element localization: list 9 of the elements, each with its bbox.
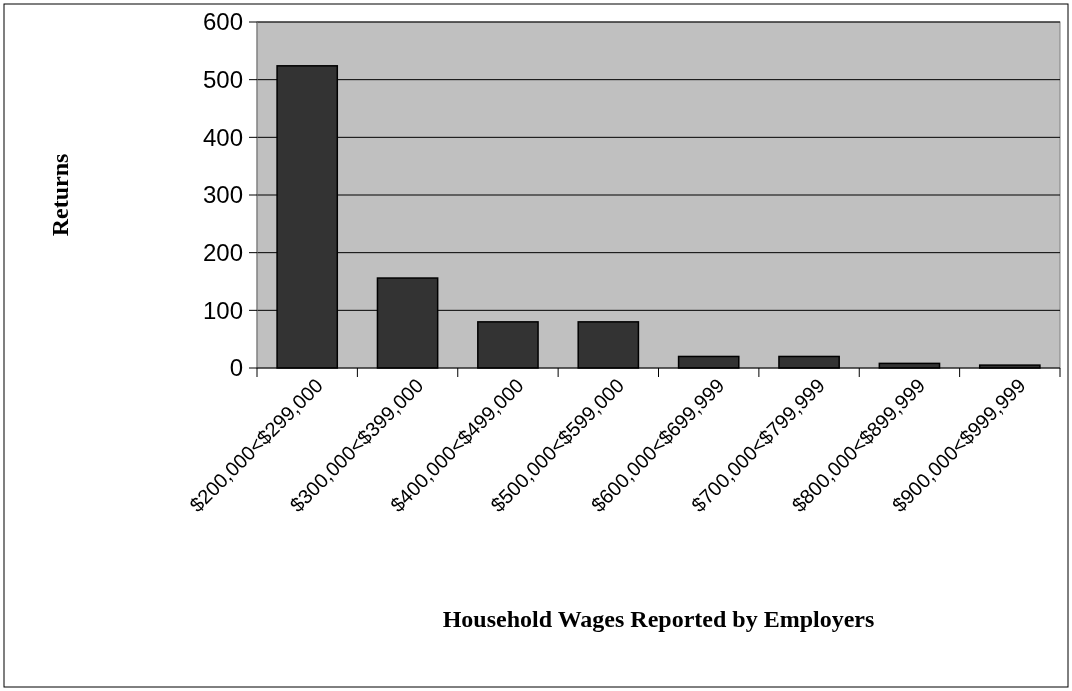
y-tick-label: 500 [202, 66, 243, 94]
y-tick-label: 400 [202, 123, 243, 151]
y-tick-label: 0 [229, 354, 243, 382]
x-axis-title: Household Wages Reported by Employers [442, 606, 875, 632]
y-axis-title: Returns [47, 153, 73, 237]
y-tick-label: 200 [202, 239, 243, 267]
y-tick-label: 100 [202, 296, 243, 324]
y-tick-label: 300 [202, 181, 243, 209]
y-tick-label: 600 [202, 8, 243, 36]
